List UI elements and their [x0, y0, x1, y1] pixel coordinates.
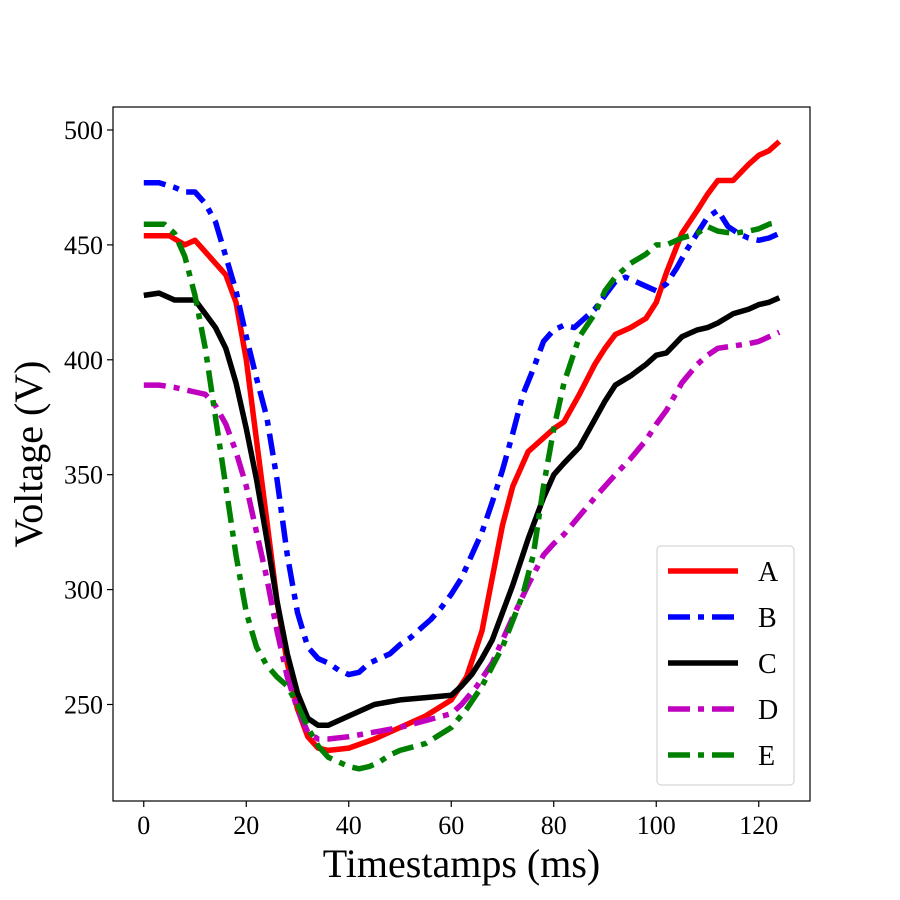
y-tick-label: 500 [64, 116, 103, 145]
x-tick-label: 0 [137, 811, 150, 840]
legend-label-c: C [758, 649, 777, 680]
y-axis: 250 300 350 400 450 500 [64, 116, 113, 719]
x-tick-label: 80 [541, 811, 567, 840]
series-line-a [143, 139, 782, 754]
plot-frame [112, 106, 811, 802]
y-tick-label: 300 [64, 576, 103, 605]
series-line-b [143, 180, 781, 678]
legend-label-a: A [758, 557, 779, 588]
legend-label-b: B [758, 603, 777, 634]
x-tick-label: 40 [336, 811, 362, 840]
y-tick-label: 450 [64, 231, 103, 260]
x-tick-label: 100 [637, 811, 676, 840]
x-tick-label: 20 [233, 811, 259, 840]
legend-label-d: D [758, 695, 778, 726]
y-tick-label: 400 [64, 346, 103, 375]
y-axis-label: Voltage (V) [6, 361, 51, 548]
y-tick-label: 250 [64, 690, 103, 719]
x-tick-label: 60 [438, 811, 464, 840]
x-tick-label: 120 [739, 811, 778, 840]
series-line-c [143, 290, 781, 728]
plot-area [143, 139, 782, 772]
series-line-d [143, 329, 781, 742]
x-axis-label: Timestamps (ms) [323, 841, 600, 886]
x-axis: 0 20 40 60 80 100 120 [137, 801, 778, 840]
series-line-e [143, 219, 780, 772]
legend-label-e: E [758, 741, 775, 772]
y-tick-label: 350 [64, 461, 103, 490]
